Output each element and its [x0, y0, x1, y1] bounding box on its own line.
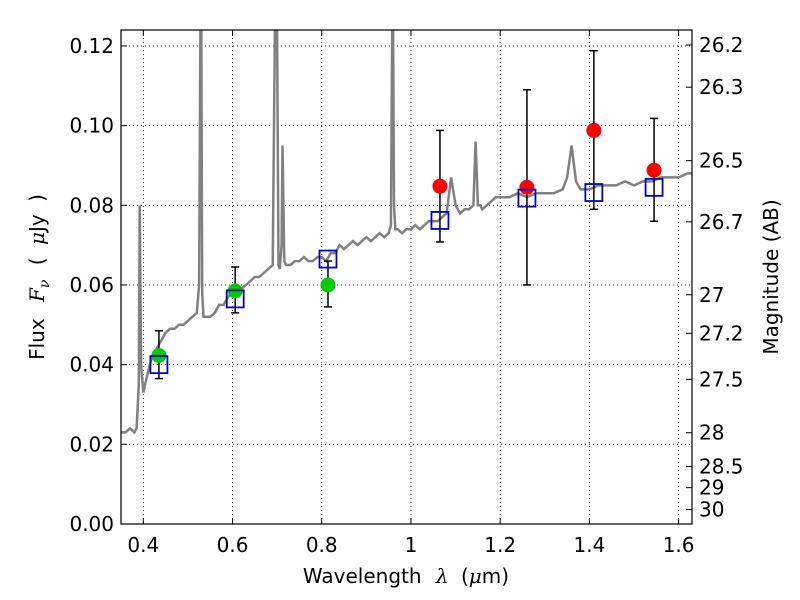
magnitude-tick-label: 27 [699, 283, 724, 307]
magnitude-tick-label: 27.5 [699, 367, 744, 391]
y-tick-label: 0.04 [69, 353, 114, 377]
y-tick-label: 0.10 [69, 114, 114, 138]
magnitude-tick-label: 26.3 [699, 75, 744, 99]
red-circle-point [586, 122, 602, 138]
model-square-point [318, 249, 338, 269]
y-axis-label: Flux Fν ( μJy ) [25, 194, 54, 360]
green-circle-point [320, 277, 336, 293]
axis-ticks: 0.4 0.6 0.8 1 1.2 1.4 1.6 0.00 0.02 0.04 0.06 0.08 0… [69, 30, 744, 557]
y-tick-label: 0.08 [69, 193, 114, 217]
spectrum-series [121, 30, 692, 435]
magnitude-tick-label: 26.7 [699, 210, 744, 234]
data-markers [149, 122, 664, 375]
spectrum-line [121, 30, 692, 435]
model-square-point [149, 355, 169, 375]
y-tick-label: 0.12 [69, 34, 114, 58]
model-square-point [584, 183, 604, 202]
y-tick-label: 0.02 [69, 432, 114, 456]
red-circle-point [519, 179, 535, 195]
magnitude-tick-label: 26.2 [699, 33, 744, 57]
plot-frame [120, 29, 693, 525]
x-tick-label: 0.4 [127, 533, 159, 557]
red-circle-point [646, 162, 662, 178]
magnitude-tick-label: 28.5 [699, 454, 744, 478]
x-tick-label: 0.6 [217, 533, 249, 557]
magnitude-tick-label: 29 [699, 476, 724, 500]
x-tick-label: 1.4 [573, 533, 605, 557]
magnitude-tick-label: 26.5 [699, 149, 744, 173]
magnitude-tick-label: 30 [699, 498, 724, 522]
model-square-point [225, 289, 245, 309]
x-axis-label: Wavelength λ (μm) [303, 564, 509, 588]
model-square-point [430, 211, 450, 230]
y-tick-label: 0.00 [69, 512, 114, 536]
y2-axis-label: Magnitude (AB) [759, 199, 783, 354]
x-tick-label: 0.8 [306, 533, 338, 557]
model-square-point [644, 177, 664, 197]
x-tick-label: 1 [405, 533, 418, 557]
model-square-point [517, 188, 537, 208]
x-tick-label: 1.6 [663, 533, 695, 557]
red-circle-point [432, 178, 448, 194]
magnitude-tick-label: 28 [699, 421, 724, 445]
magnitude-tick-label: 27.2 [699, 321, 744, 345]
y-tick-label: 0.06 [69, 273, 114, 297]
x-tick-label: 1.2 [484, 533, 516, 557]
